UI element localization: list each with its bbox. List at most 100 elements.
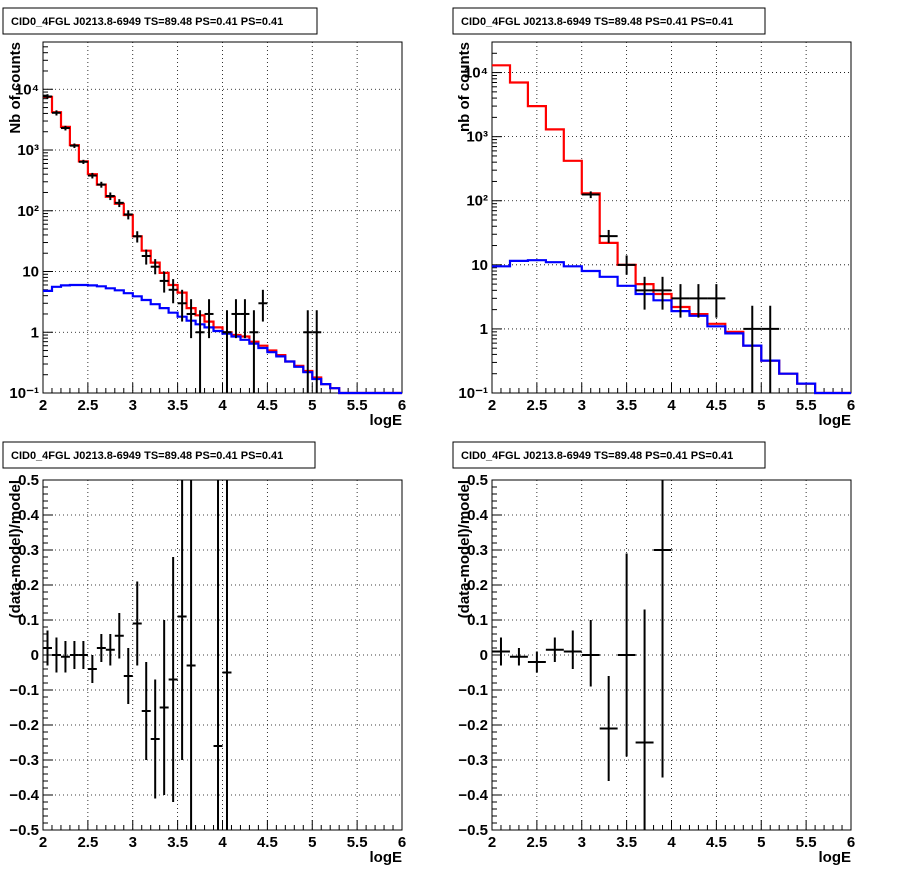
x-tick-label: 4.5 [257, 397, 278, 414]
source-model-step-line [43, 283, 402, 395]
x-tick-label: 3 [129, 397, 137, 414]
y-tick-label: 10⁴ [15, 81, 39, 98]
x-axis-title: logE [370, 412, 403, 429]
x-tick-label: 5.5 [347, 834, 368, 851]
data-point [689, 284, 708, 318]
x-axis: 2 2.5 3 3.5 4 4.5 5 5.5 6 [488, 820, 855, 851]
y-tick-label: −0.3 [9, 752, 39, 769]
data-point [671, 284, 690, 318]
data-point [69, 143, 79, 148]
data-point [231, 299, 241, 339]
x-tick-label: 6 [847, 834, 855, 851]
y-axis: 10⁻¹ 1 10 10² 10³ 10⁴ [9, 41, 53, 402]
data-point [114, 199, 124, 208]
y-axis: 10⁻¹ 1 10 10² 10³ 10⁴ [458, 41, 502, 402]
y-tick-label: 10 [471, 257, 488, 274]
grid [43, 480, 402, 830]
data-point [168, 557, 178, 802]
x-axis: 2 2.5 3 3.5 4 4.5 5 5.5 6 [39, 820, 406, 851]
data-point [581, 191, 600, 199]
data-points [43, 480, 232, 830]
plot-title: CID0_4FGL J0213.8-6949 TS=89.48 PS=0.41 … [11, 16, 283, 28]
x-axis-title: logE [819, 849, 852, 866]
y-tick-label: 0.3 [467, 542, 488, 559]
y-tick-label: 0.1 [18, 612, 39, 629]
data-point [186, 299, 196, 339]
y-tick-label: 0.2 [467, 577, 488, 594]
y-axis: −0.5 −0.4 −0.3 −0.2 −0.1 0 0.1 0.2 0.3 0.4 0.5 [9, 472, 53, 839]
x-axis-title: logE [370, 849, 403, 866]
y-tick-label: 10² [17, 203, 39, 220]
x-tick-label: 5.5 [796, 397, 817, 414]
y-tick-label: 0.1 [467, 612, 488, 629]
data-point [653, 480, 672, 778]
title-box [452, 441, 766, 469]
x-axis-title: logE [819, 412, 852, 429]
x-tick-label: 3 [578, 397, 586, 414]
data-point [141, 662, 151, 760]
x-axis: 2 2.5 3 3.5 4 4.5 5 5.5 6 [488, 383, 855, 414]
y-tick-label: 10⁴ [464, 65, 488, 82]
data-point [563, 630, 582, 669]
panel-3: CID0_4FGL J0213.8-6949 TS=89.48 PS=0.41 … [2, 441, 406, 866]
x-tick-label: 3.5 [167, 397, 188, 414]
data-point [653, 276, 672, 310]
data-point [51, 110, 61, 116]
data-point [240, 299, 250, 339]
data-point [258, 289, 268, 322]
data-point [96, 181, 106, 188]
data-point [599, 676, 618, 781]
data-point [545, 637, 564, 662]
data-point [617, 255, 636, 275]
x-tick-label: 4 [218, 834, 227, 851]
data-point [78, 159, 88, 164]
data-point [105, 192, 115, 201]
data-point [222, 480, 232, 830]
x-tick-label: 5.5 [796, 834, 817, 851]
panel-1: CID0_4FGL J0213.8-6949 TS=89.48 PS=0.41 … [2, 7, 406, 429]
data-point [222, 310, 232, 393]
data-point [581, 620, 600, 687]
panel-4: CID0_4FGL J0213.8-6949 TS=89.48 PS=0.41 … [452, 441, 855, 866]
y-axis-title: nb of counts [456, 42, 473, 132]
x-tick-label: 5.5 [347, 397, 368, 414]
x-tick-label: 3.5 [167, 834, 188, 851]
data-point [599, 229, 618, 243]
data-point [150, 259, 160, 275]
y-axis-title: (data-model)/model [7, 480, 24, 618]
data-point [60, 125, 70, 131]
x-tick-label: 2.5 [77, 834, 98, 851]
data-point [87, 172, 97, 179]
y-tick-label: −0.2 [458, 717, 488, 734]
data-point [617, 553, 636, 757]
data-point [96, 634, 106, 662]
total-model-step-line [43, 95, 402, 395]
x-tick-label: 2.5 [526, 834, 547, 851]
data-point [51, 637, 61, 673]
plot-title: CID0_4FGL J0213.8-6949 TS=89.48 PS=0.41 … [11, 450, 283, 462]
y-tick-label: 0.3 [18, 542, 39, 559]
x-tick-label: 3 [129, 834, 137, 851]
data-point [635, 609, 654, 830]
y-tick-label: 0.4 [18, 507, 40, 524]
title-box [2, 7, 318, 35]
data-points [492, 480, 672, 830]
x-tick-label: 3.5 [616, 834, 637, 851]
x-tick-label: 2 [39, 834, 47, 851]
x-tick-label: 4 [218, 397, 227, 414]
data-point [159, 620, 169, 795]
y-tick-label: −0.3 [458, 752, 488, 769]
x-tick-label: 6 [847, 397, 855, 414]
data-point [123, 210, 133, 220]
x-axis: 2 2.5 3 3.5 4 4.5 5 5.5 6 [39, 383, 406, 414]
x-tick-label: 3.5 [616, 397, 637, 414]
data-point [303, 310, 313, 393]
x-tick-label: 4.5 [706, 397, 727, 414]
x-tick-label: 3 [578, 834, 586, 851]
grid [492, 480, 851, 830]
data-point [492, 637, 510, 666]
panel-2: CID0_4FGL J0213.8-6949 TS=89.48 PS=0.41 … [452, 7, 855, 429]
data-point [743, 305, 762, 393]
data-point [150, 679, 160, 799]
y-tick-label: 10³ [466, 129, 488, 146]
